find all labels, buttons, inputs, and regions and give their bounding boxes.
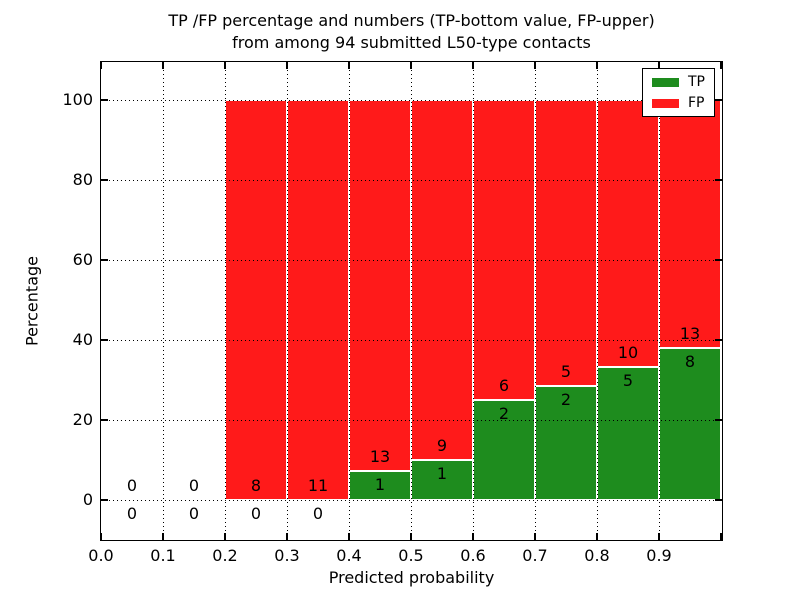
fp-count-label: 13	[369, 447, 391, 467]
y-tick-label: 60	[72, 250, 93, 269]
x-tick-label: 0.1	[150, 546, 176, 565]
plot-area: 0 0 0 0 8 0 11 0 13 1 9 1 6 2 5 2 10 5 13 8 TP FP	[100, 61, 723, 541]
legend-item-tp: TP	[652, 75, 705, 89]
x-tick-label: 0.8	[584, 546, 610, 565]
legend-item-fp: FP	[652, 96, 705, 110]
fp-count-label: 11	[307, 476, 329, 495]
annotations-layer: 0 0 0 0 8 0 11 0 13 1 9 1 6 2 5 2 10 5 13 8	[101, 62, 722, 540]
tp-count-label: 5	[622, 370, 634, 390]
tp-count-label: 0	[312, 504, 324, 523]
y-tick-label: 40	[72, 330, 93, 349]
tp-count-label: 1	[436, 464, 448, 483]
bar-tp-segment	[473, 400, 535, 500]
chart-title-line2: from among 94 submitted L50-type contact…	[232, 33, 591, 52]
x-tick-label: 0.5	[398, 546, 424, 565]
bar-fp-segment	[287, 100, 349, 500]
y-tick-label: 0	[82, 490, 93, 509]
bar-tp-segment	[535, 385, 597, 500]
tp-count-label: 2	[560, 389, 572, 409]
bar-tp-segment	[659, 347, 721, 500]
legend-label-fp: FP	[688, 95, 705, 111]
x-tick-label: 0.3	[274, 546, 300, 565]
x-tick-label: 0.6	[460, 546, 486, 565]
fp-count-label: 6	[498, 376, 510, 395]
x-tick-label: 0.0	[88, 546, 114, 565]
x-tick-label: 0.4	[336, 546, 362, 565]
bar-tp-segment	[349, 471, 411, 500]
fp-count-label: 8	[250, 476, 262, 495]
y-axis-label: Percentage	[22, 255, 42, 347]
tp-count-label: 1	[374, 475, 386, 495]
chart-title-line1: TP /FP percentage and numbers (TP-bottom…	[168, 11, 655, 30]
tp-count-label: 0	[188, 504, 200, 523]
x-tick-label: 0.9	[646, 546, 672, 565]
x-tick-label: 0.7	[522, 546, 548, 565]
bar-fp-segment	[597, 100, 659, 367]
fp-count-label: 9	[436, 436, 448, 455]
legend-label-tp: TP	[688, 74, 705, 90]
tp-count-label: 0	[250, 504, 262, 523]
legend: TP FP	[642, 68, 715, 117]
tp-count-label: 2	[498, 404, 510, 423]
tp-count-label: 0	[126, 504, 138, 523]
bar-tp-segment	[411, 460, 473, 500]
x-tick-label: 0.2	[212, 546, 238, 565]
y-tick-label: 20	[72, 410, 93, 429]
fp-count-label: 0	[188, 476, 200, 495]
fp-color-swatch-icon	[652, 98, 679, 108]
x-axis-label: Predicted probability	[328, 568, 495, 587]
fp-count-label: 13	[679, 323, 701, 343]
fp-count-label: 0	[126, 476, 138, 495]
fp-count-label: 10	[617, 342, 639, 362]
tp-color-swatch-icon	[652, 77, 679, 87]
fp-count-label: 5	[560, 361, 572, 381]
tp-count-label: 8	[684, 351, 696, 371]
chart-title: TP /FP percentage and numbers (TP-bottom…	[101, 10, 722, 54]
bar-tp-segment	[597, 366, 659, 500]
y-tick-label: 100	[62, 90, 93, 109]
y-tick-label: 80	[72, 170, 93, 189]
